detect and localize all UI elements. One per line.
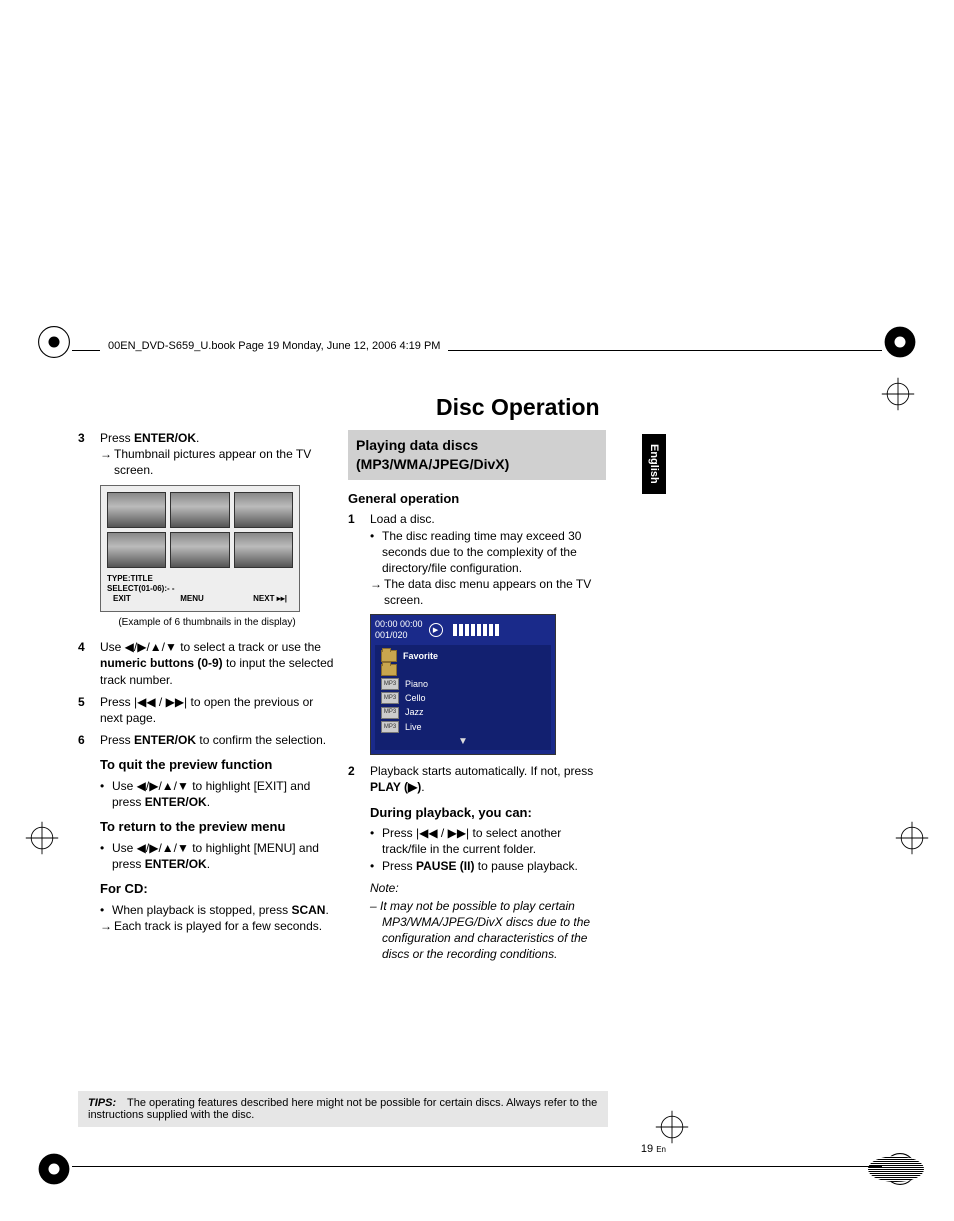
right-column: Playing data discs (MP3/WMA/JPEG/DivX) G… bbox=[348, 430, 606, 963]
thumbnail-grid bbox=[107, 492, 293, 568]
thumbnail bbox=[170, 532, 229, 568]
r-step1-arrow: The data disc menu appears on the TV scr… bbox=[370, 576, 606, 608]
mp3-file-icon: MP3 bbox=[381, 707, 399, 719]
panel-item: MP3 Live bbox=[381, 721, 545, 733]
mp3-file-icon: MP3 bbox=[381, 692, 399, 704]
note-body: – It may not be possible to play certain… bbox=[348, 898, 606, 963]
tips-footer: TIPS: The operating features described h… bbox=[78, 1091, 608, 1127]
left-column: 3 Press ENTER/OK. Thumbnail pictures app… bbox=[78, 430, 336, 934]
page: 00EN_DVD-S659_U.book Page 19 Monday, Jun… bbox=[0, 0, 954, 1221]
r-step-1: 1 Load a disc. The disc reading time may… bbox=[348, 511, 606, 608]
register-mark-top bbox=[880, 376, 916, 412]
corner-mark-tl bbox=[32, 320, 76, 364]
register-mark-bottom bbox=[654, 1109, 690, 1145]
thumbnail bbox=[107, 492, 166, 528]
folder-icon bbox=[381, 650, 397, 662]
panel-item: MP3 Piano bbox=[381, 678, 545, 690]
general-operation-heading: General operation bbox=[348, 490, 606, 508]
page-number: 19 En bbox=[641, 1143, 666, 1155]
thumbnail-footer: TYPE:TITLE SELECT(01-06):- - EXIT MENU N… bbox=[107, 574, 293, 605]
r-step1-bullet: The disc reading time may exceed 30 seco… bbox=[370, 528, 606, 577]
return-bullet: Use ◀/▶/▲/▼ to highlight [MENU] and pres… bbox=[100, 840, 336, 872]
scroll-down-icon: ▼ bbox=[381, 735, 545, 749]
cd-bullet: When playback is stopped, press SCAN. bbox=[100, 902, 336, 918]
during-bullet-1: Press |◀◀ / ▶▶| to select another track/… bbox=[370, 825, 606, 857]
thumbnail bbox=[234, 492, 293, 528]
data-disc-menu-panel: 00:00 00:00 001/020 ▶ Favorite MP3 bbox=[370, 614, 556, 755]
register-mark-left bbox=[24, 820, 60, 856]
quit-preview-heading: To quit the preview function bbox=[78, 756, 336, 774]
panel-row: Favorite bbox=[381, 650, 545, 662]
step-5: 5 Press |◀◀ / ▶▶| to open the previous o… bbox=[78, 694, 336, 726]
thumbnail bbox=[107, 532, 166, 568]
step-3: 3 Press ENTER/OK. Thumbnail pictures app… bbox=[78, 430, 336, 479]
register-mark-right bbox=[894, 820, 930, 856]
corner-mark-tr bbox=[878, 320, 922, 364]
binding-mark-top bbox=[868, 1156, 924, 1182]
return-preview-heading: To return to the preview menu bbox=[78, 818, 336, 836]
panel-row bbox=[381, 664, 545, 676]
cd-arrow: Each track is played for a few seconds. bbox=[100, 918, 336, 934]
play-icon: ▶ bbox=[429, 623, 443, 637]
thumbnail-caption: (Example of 6 thumbnails in the display) bbox=[78, 616, 336, 630]
corner-mark-bl bbox=[32, 1147, 76, 1191]
step-3-result: Thumbnail pictures appear on the TV scre… bbox=[100, 446, 336, 478]
language-tab: English bbox=[642, 434, 666, 494]
note-heading: Note: bbox=[348, 880, 606, 896]
step-4: 4 Use ◀/▶/▲/▼ to select a track or use t… bbox=[78, 639, 336, 688]
thumbnail bbox=[170, 492, 229, 528]
folder-icon bbox=[381, 664, 397, 676]
panel-item: MP3 Jazz bbox=[381, 706, 545, 718]
thumbnail bbox=[234, 532, 293, 568]
during-bullet-2: Press PAUSE (II) to pause playback. bbox=[370, 858, 606, 874]
for-cd-heading: For CD: bbox=[78, 880, 336, 898]
footer-rule bbox=[72, 1166, 882, 1167]
during-playback-heading: During playback, you can: bbox=[348, 804, 606, 822]
thumbnail-preview-panel: TYPE:TITLE SELECT(01-06):- - EXIT MENU N… bbox=[100, 485, 300, 612]
header-text: 00EN_DVD-S659_U.book Page 19 Monday, Jun… bbox=[100, 340, 448, 352]
step-6: 6 Press ENTER/OK to confirm the selectio… bbox=[78, 732, 336, 748]
r-step-2: 2 Playback starts automatically. If not,… bbox=[348, 763, 606, 795]
section-title: Disc Operation bbox=[436, 394, 600, 421]
section-heading: Playing data discs (MP3/WMA/JPEG/DivX) bbox=[348, 430, 606, 480]
mp3-file-icon: MP3 bbox=[381, 721, 399, 733]
quit-bullet: Use ◀/▶/▲/▼ to highlight [EXIT] and pres… bbox=[100, 778, 336, 810]
level-bars-icon bbox=[453, 624, 499, 636]
panel-item: MP3 Cello bbox=[381, 692, 545, 704]
mp3-file-icon: MP3 bbox=[381, 678, 399, 690]
